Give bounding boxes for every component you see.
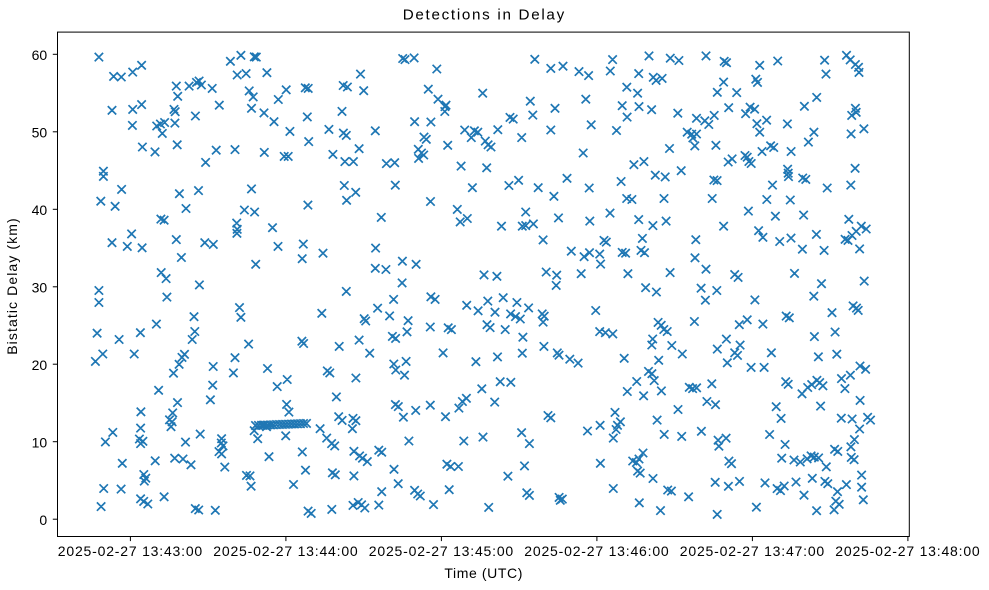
- svg-text:Time (UTC): Time (UTC): [444, 565, 523, 581]
- svg-text:Bistatic Delay (km): Bistatic Delay (km): [4, 217, 20, 355]
- svg-text:2025-02-27 13:46:00: 2025-02-27 13:46:00: [524, 543, 669, 559]
- svg-text:30: 30: [32, 280, 48, 296]
- svg-text:Detections in Delay: Detections in Delay: [403, 7, 566, 24]
- svg-text:2025-02-27 13:43:00: 2025-02-27 13:43:00: [58, 543, 203, 559]
- svg-text:10: 10: [32, 435, 48, 451]
- svg-text:20: 20: [32, 357, 48, 373]
- svg-text:0: 0: [39, 512, 47, 528]
- svg-text:2025-02-27 13:44:00: 2025-02-27 13:44:00: [213, 543, 358, 559]
- svg-text:50: 50: [32, 125, 48, 141]
- svg-text:2025-02-27 13:47:00: 2025-02-27 13:47:00: [680, 543, 825, 559]
- svg-text:60: 60: [32, 47, 48, 63]
- svg-text:2025-02-27 13:48:00: 2025-02-27 13:48:00: [835, 543, 980, 559]
- svg-text:40: 40: [32, 202, 48, 218]
- svg-text:2025-02-27 13:45:00: 2025-02-27 13:45:00: [369, 543, 514, 559]
